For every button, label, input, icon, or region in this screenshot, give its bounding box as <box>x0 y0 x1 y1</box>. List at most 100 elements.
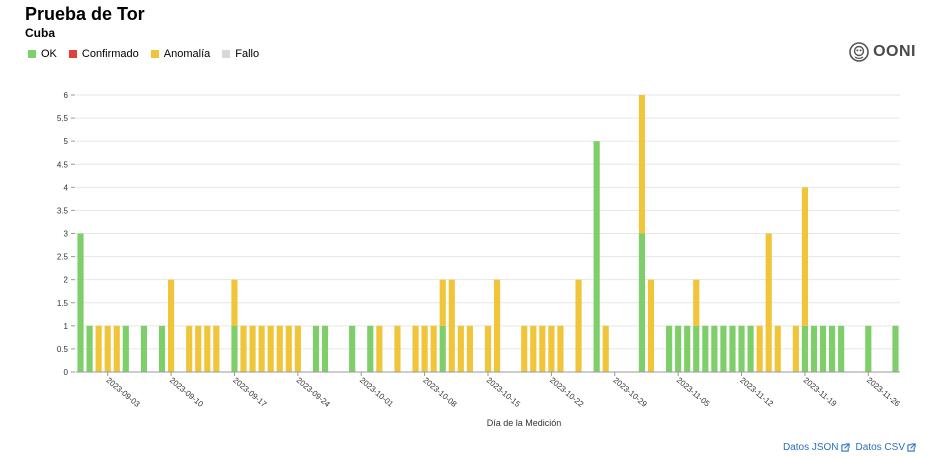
bar-anomala-segment <box>792 325 799 372</box>
bar-anomala-segment <box>186 325 193 372</box>
bar-ok-segment <box>77 233 84 372</box>
external-link-icon <box>840 443 850 452</box>
data-links: Datos JSON Datos CSV <box>783 442 916 453</box>
y-tick-label: 1.5 <box>57 299 69 308</box>
x-tick-label: 2023-10-22 <box>548 376 586 410</box>
bar-ok-segment <box>865 325 872 372</box>
bar-anomala-segment <box>647 279 655 372</box>
legend-swatch-ok <box>28 50 36 58</box>
bar-anomala-segment <box>466 325 473 372</box>
bar-anomala-segment <box>765 233 772 372</box>
bar-ok-segment <box>140 325 147 372</box>
legend-item-anomaly: Anomalía <box>150 48 211 60</box>
y-tick-label: 3 <box>64 230 69 239</box>
legend-item-confirmed: Confirmado <box>68 48 139 60</box>
bar-ok-segment <box>829 325 836 372</box>
bar-ok-segment <box>892 325 899 372</box>
bar-ok-segment <box>720 325 727 372</box>
bar-ok-segment <box>729 325 736 372</box>
bar-ok-segment <box>122 325 129 372</box>
json-data-link-label: Datos JSON <box>782 442 839 453</box>
bar-anomala-segment <box>376 325 383 372</box>
bar-ok-segment <box>675 325 682 372</box>
legend: OK Confirmado Anomalía Fallo <box>28 48 259 60</box>
x-tick-label: 2023-09-17 <box>231 376 269 410</box>
bar-anomala-segment <box>113 325 120 372</box>
legend-label-failure: Fallo <box>235 48 260 60</box>
x-tick-label: 2023-09-24 <box>295 376 333 410</box>
x-axis-label: Día de la Medición <box>487 418 562 428</box>
y-tick-label: 2 <box>64 276 69 285</box>
bar-anomala-segment <box>801 187 809 326</box>
y-tick-label: 0.5 <box>57 345 69 354</box>
x-tick-label: 2023-11-19 <box>802 376 839 409</box>
json-data-link[interactable]: Datos JSON <box>783 442 850 453</box>
bar-ok-segment <box>158 325 166 372</box>
x-tick-label: 2023-11-12 <box>738 376 775 409</box>
bar-anomala-segment <box>430 325 437 372</box>
x-tick-label: 2023-09-10 <box>168 376 206 410</box>
bar-anomala-segment <box>575 279 582 372</box>
bar-anomala-segment <box>104 325 111 372</box>
bar-anomala-segment <box>240 325 247 372</box>
bar-anomala-segment <box>638 95 646 234</box>
legend-label-anomaly: Anomalía <box>163 48 211 60</box>
bar-anomala-segment <box>267 325 274 372</box>
bar-anomala-segment <box>231 279 238 326</box>
ooni-logo-text: OONI <box>873 43 916 60</box>
bar-anomala-segment <box>285 325 292 372</box>
bar-anomala-segment <box>213 325 220 372</box>
csv-data-link-label: Datos CSV <box>855 442 905 453</box>
bar-anomala-segment <box>448 279 455 372</box>
bar-anomala-segment <box>693 279 700 326</box>
y-tick-label: 2.5 <box>57 253 69 262</box>
bar-anomala-segment <box>521 325 528 372</box>
y-tick-label: 3.5 <box>57 206 69 215</box>
y-tick-label: 0 <box>64 368 69 377</box>
y-tick-label: 6 <box>64 91 69 100</box>
bar-anomala-segment <box>539 325 546 372</box>
bar-anomala-segment <box>493 279 501 372</box>
x-tick-label: 2023-11-26 <box>865 376 902 409</box>
chart-title: Prueba de Tor <box>25 4 145 24</box>
bar-ok-segment <box>666 325 673 372</box>
bar-ok-segment <box>593 141 600 372</box>
x-tick-label: 2023-10-29 <box>611 376 649 410</box>
y-tick-label: 5 <box>64 137 69 146</box>
bar-anomala-segment <box>167 279 175 372</box>
bar-anomala-segment <box>258 325 265 372</box>
bar-anomala-segment <box>439 279 446 326</box>
legend-item-ok: OK <box>28 48 57 60</box>
bar-ok-segment <box>711 325 718 372</box>
legend-swatch-confirmed <box>68 50 77 58</box>
y-tick-label: 4.5 <box>57 160 69 169</box>
ooni-logo: OONI <box>849 42 916 62</box>
legend-swatch-anomaly <box>150 50 159 58</box>
x-tick-label: 2023-10-08 <box>421 376 459 410</box>
bar-ok-segment <box>684 325 691 372</box>
bar-ok-segment <box>312 325 320 372</box>
bar-anomala-segment <box>756 325 763 372</box>
ooni-logo-icon <box>849 42 869 62</box>
bar-anomala-segment <box>484 325 492 372</box>
bar-ok-segment <box>838 325 845 372</box>
bar-ok-segment <box>367 325 374 372</box>
bar-anomala-segment <box>557 325 564 372</box>
bar-ok-segment <box>231 325 238 372</box>
y-tick-label: 4 <box>64 183 69 192</box>
y-tick-label: 1 <box>64 322 69 331</box>
bar-anomala-segment <box>394 325 401 372</box>
bar-anomala-segment <box>249 325 256 372</box>
bar-anomala-segment <box>294 325 301 372</box>
bar-anomala-segment <box>412 325 419 372</box>
country-subtitle: Cuba <box>25 26 55 40</box>
bar-anomala-segment <box>204 325 211 372</box>
bar-anomala-segment <box>548 325 555 372</box>
legend-label-confirmed: Confirmado <box>81 48 139 60</box>
csv-data-link[interactable]: Datos CSV <box>856 442 916 453</box>
bar-ok-segment <box>819 325 827 372</box>
legend-swatch-failure <box>222 50 231 58</box>
bar-anomala-segment <box>774 325 781 372</box>
bar-anomala-segment <box>195 325 202 372</box>
external-link-icon <box>907 443 916 452</box>
